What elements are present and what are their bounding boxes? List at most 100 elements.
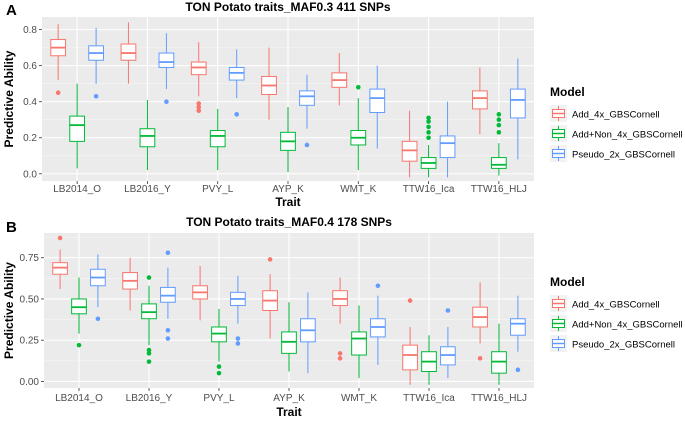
box (510, 318, 526, 336)
y-tick-label: 0.6 (23, 61, 37, 72)
x-tick-label: AYP_K (272, 184, 304, 195)
x-tick-label: PVY_L (202, 184, 234, 195)
outlier-point (426, 119, 431, 124)
outlier-point (477, 356, 483, 361)
y-tick-label: 0.4 (23, 97, 37, 108)
x-tick-label: WMT_K (341, 393, 377, 404)
chart-title: TON Potato traits_MAF0.3 411 SNPs (185, 0, 391, 14)
x-tick-label: TTW16_HLJ (471, 393, 527, 404)
outlier-point (337, 356, 343, 361)
legend-entry-label: Add+Non_4x_GBSCornell (572, 320, 683, 331)
outlier-point (165, 327, 171, 333)
outlier-point (234, 112, 239, 117)
outlier-point (496, 130, 502, 135)
x-tick-label: PVY_L (203, 393, 235, 404)
box (472, 90, 488, 110)
outlier-point (146, 275, 152, 280)
outlier-point (196, 104, 202, 110)
outlier-point (267, 257, 273, 262)
panel-label: B (6, 219, 17, 236)
box (509, 88, 526, 119)
outlier-point (426, 115, 431, 121)
panel-label: A (6, 2, 17, 19)
y-tick-label: 0.0 (23, 169, 37, 180)
outlier-point (235, 341, 241, 346)
outlier-point (445, 308, 451, 313)
y-axis-title: Predictive Ability (2, 262, 16, 359)
x-axis-title: Trait (276, 405, 301, 419)
outlier-point (515, 367, 521, 373)
box (299, 90, 315, 106)
outlier-point (426, 130, 431, 135)
outlier-point (146, 359, 152, 364)
outlier-point (355, 84, 361, 90)
y-tick-label: 0.25 (20, 336, 40, 347)
outlier-point (164, 99, 169, 105)
outlier-point (216, 364, 222, 369)
outlier-point (146, 347, 152, 353)
x-tick-label: LB2014_O (55, 393, 103, 404)
outlier-point (196, 101, 202, 106)
outlier-point (57, 235, 63, 241)
legend-entry-label: Add_4x_GBSCornell (572, 300, 660, 311)
chart-title: TON Potato traits_MAF0.4 178 SNPs (186, 215, 392, 229)
y-tick-label: 0.8 (23, 25, 37, 36)
x-tick-label: LB2016_Y (126, 393, 173, 404)
x-tick-label: LB2014_O (53, 184, 101, 195)
outlier-point (216, 370, 222, 376)
y-tick-label: 0.75 (20, 253, 40, 264)
outlier-point (165, 336, 171, 341)
outlier-point (95, 316, 101, 322)
box (158, 52, 175, 68)
outlier-point (165, 250, 171, 256)
box (228, 66, 245, 81)
outlier-point (337, 351, 343, 356)
x-tick-label: TTW16_HLJ (471, 184, 527, 195)
outlier-point (426, 124, 431, 130)
legend-entry-label: Pseudo_2x_GBSCornell (572, 340, 675, 351)
x-tick-label: LB2016_Y (124, 184, 171, 195)
y-tick-label: 0.00 (20, 377, 40, 388)
outlier-point (407, 298, 413, 303)
legend-entry-label: Pseudo_2x_GBSCornell (572, 150, 675, 161)
box (490, 157, 507, 169)
outlier-point (304, 142, 310, 148)
box (369, 88, 386, 114)
y-axis-title: Predictive Ability (2, 50, 16, 147)
outlier-point (235, 336, 241, 341)
outlier-point (496, 117, 502, 123)
y-tick-label: 0.2 (23, 133, 37, 144)
outlier-point (93, 93, 99, 99)
box (139, 128, 156, 148)
box (120, 43, 137, 61)
panel-a: 0.0 0.2 0.4 0.6 0.8 LB2014_O LB2016_Y PVY_L AYP_… (2, 0, 683, 209)
legend-title: Model (550, 85, 585, 99)
legend-entry-label: Add_4x_GBSCornell (572, 110, 660, 121)
outlier-point (196, 108, 202, 114)
outlier-point (496, 122, 502, 128)
box (439, 135, 456, 159)
outlier-point (426, 135, 431, 141)
box (209, 130, 226, 148)
outlier-point (55, 90, 61, 95)
outlier-point (146, 351, 152, 356)
y-tick-label: 0.50 (20, 294, 40, 305)
box (190, 61, 207, 76)
x-tick-label: WMT_K (340, 184, 376, 195)
x-tick-label: AYP_K (273, 393, 305, 404)
box (401, 140, 418, 162)
outlier-point (76, 342, 82, 348)
panel-b: 0.00 0.25 0.50 0.75 LB2014_O LB2016_Y PVY_L AYP… (2, 215, 683, 419)
legend-title: Model (550, 275, 585, 289)
box (69, 115, 86, 142)
x-tick-label: TTW16_Ica (403, 393, 455, 404)
x-tick-label: TTW16_Ica (403, 184, 455, 195)
outlier-point (375, 283, 381, 289)
outlier-point (496, 112, 502, 117)
legend-entry-label: Add+Non_4x_GBSCornell (572, 130, 683, 141)
box (402, 344, 418, 371)
x-axis-title: Trait (275, 195, 300, 209)
box (351, 331, 367, 356)
